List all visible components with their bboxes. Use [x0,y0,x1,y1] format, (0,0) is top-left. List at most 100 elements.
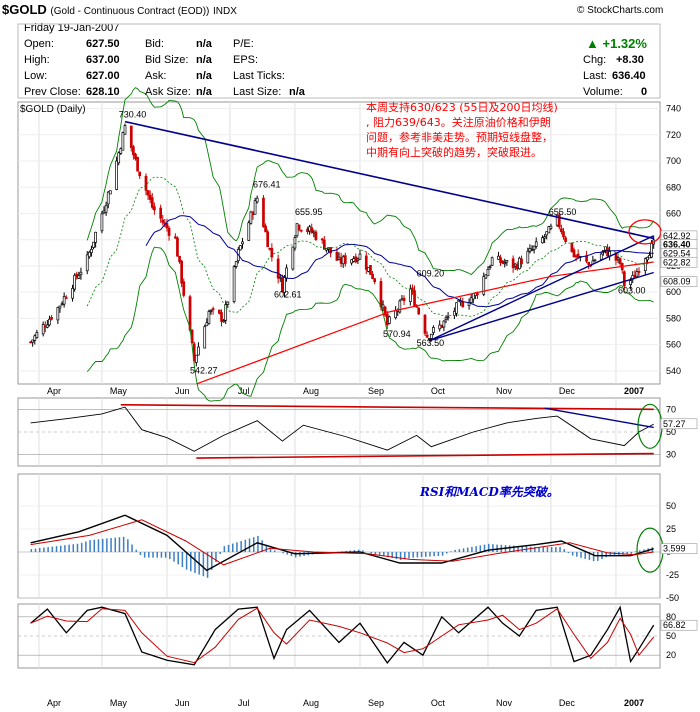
candle-body [599,253,603,260]
macd-histogram-bar [114,537,117,552]
price-annotation: 563.50 [417,338,445,348]
candle-body [60,303,64,306]
candle-body [476,293,479,296]
macd-histogram-bar [362,550,364,552]
price-panel-frame [17,101,661,385]
macd-histogram-bar [521,546,524,552]
candle-body [488,266,492,269]
x-tick-label: Jun [175,698,190,708]
candle-body [505,260,509,263]
candle-body [545,231,549,236]
candle-body [203,326,207,349]
candle-body [453,310,456,316]
candle-body [314,231,318,241]
stoch-last-tag [660,619,698,631]
price-y-tick: 700 [666,156,681,166]
macd-histogram-bar [265,544,268,552]
candle-body [560,228,563,233]
x-tick-label: Apr [47,698,61,708]
macd-histogram-bar [404,552,406,560]
candle-body [388,316,391,324]
stoch-y-tick: 50 [666,631,676,641]
macd-histogram-bar [257,535,259,552]
candle-body [358,253,362,260]
candle-body [379,281,383,308]
macd-histogram-bar [542,547,545,552]
candle-body [167,227,171,236]
macd-histogram-bar [475,546,477,552]
macd-histogram-bar [580,552,582,558]
macd-histogram-bar [639,550,641,552]
rsi-y-tick: 50 [666,427,676,437]
candle-body [343,255,347,264]
candle-body [471,293,475,300]
bid-label: Bid: [145,38,164,50]
candle-body [520,258,523,265]
candle-body [46,324,49,328]
rsi-resistance-line [120,404,654,411]
quote-box [17,23,661,99]
last-size-label: Last Size: [233,86,282,98]
candle-body [616,257,620,260]
rsi-support-line [196,452,654,459]
x-tick-label: Dec [559,386,576,396]
macd-histogram-bar [496,544,498,552]
price-y-tick: 740 [666,104,681,114]
macd-y-tick: 25 [666,524,676,534]
macd-histogram-bar [106,538,108,552]
candle-body [253,200,257,215]
last-value-label: 636.40 [663,239,691,249]
macd-histogram-bar [592,552,595,562]
rsi-trendline [544,407,654,429]
up-arrow-icon: ▲ [586,36,599,51]
price-annotation: 602.61 [274,289,302,299]
chg-value: +8.30 [616,54,644,66]
macd-histogram-bar [38,548,41,552]
macd-histogram-bar [609,552,612,557]
symbol-name: (Gold - Continuous Contract (EOD)) [50,6,210,17]
candle-body [339,257,343,264]
macd-histogram-bar [160,552,163,558]
candle-body [174,236,177,239]
candle-body [629,280,632,286]
watermark[interactable]: © StockCharts.com [577,5,664,16]
price-annotation: 655.50 [549,207,577,217]
macd-histogram-bar [626,552,628,555]
candle-body [222,320,225,323]
candle-body [144,175,148,191]
macd-histogram-bar [236,542,238,552]
candle-body [94,231,97,243]
macd-histogram-bar [408,552,410,559]
high-label: High: [24,54,50,66]
macd-histogram-bar [80,542,83,552]
candle-body [264,225,267,233]
macd-histogram-bar [173,552,175,562]
last-value-label: 642.92 [663,231,691,241]
macd-histogram-bar [588,552,591,561]
candle-body [218,309,221,314]
price-chart-title: $GOLD (Daily) [20,104,86,115]
macd-histogram-bar [139,552,142,555]
candle-body [383,306,387,316]
candle-body [75,273,79,278]
candle-body [564,237,567,242]
x-tick-label: Sep [368,386,384,396]
candle-body [100,213,104,232]
candle-body [429,333,433,339]
candle-body [490,257,494,266]
candle-body [637,270,641,273]
macd-histogram-bar [446,552,448,554]
resistance-trendline [124,120,654,240]
low-label: Low: [24,70,48,82]
volume-label: Volume: [583,86,623,98]
macd-histogram-bar [454,549,456,552]
last-value-label: 622.82 [663,257,691,267]
candle-body [646,256,649,261]
candle-body [532,245,536,250]
candle-body [511,258,515,269]
macd-histogram-bar [110,538,112,552]
low-value: 627.00 [86,70,120,82]
macd-y-tick: 50 [666,501,676,511]
candle-body [442,320,446,328]
macd-histogram-bar [395,552,398,560]
